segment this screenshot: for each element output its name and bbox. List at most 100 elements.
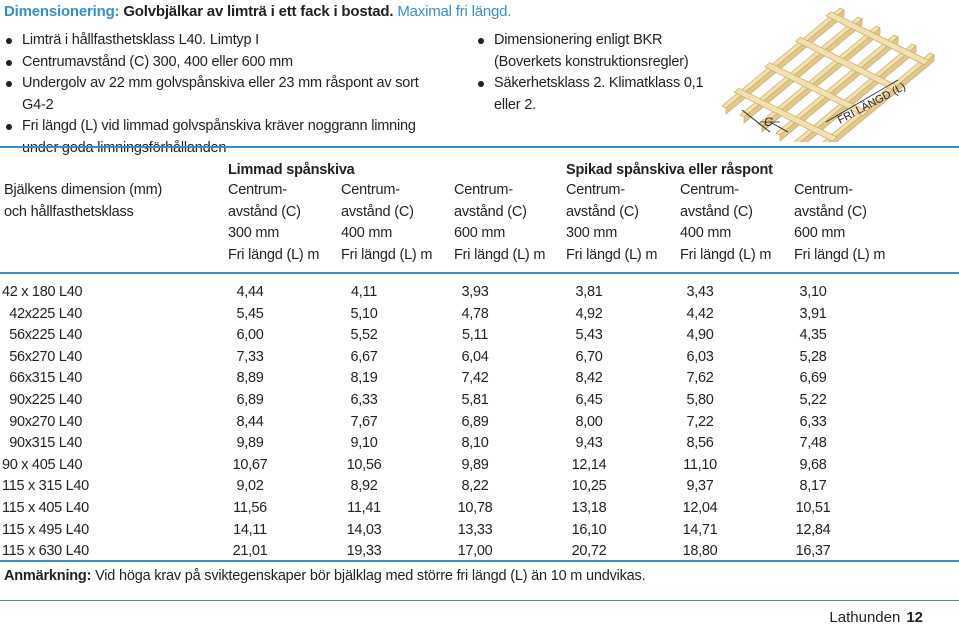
divider-table-header [0,272,959,274]
table-cell: 21,01 [232,543,268,560]
column-header-line: Centrum- [794,182,853,198]
batten [764,62,869,117]
column-header-line: 300 mm [566,225,618,241]
table-cell: 4,44 [236,284,264,300]
table-cell: 7,67 [350,413,378,430]
table-cell: 6,89 [461,413,489,430]
column-header-line: 600 mm [794,225,846,241]
dimension-c-mark: C [741,109,789,133]
label-c: C [764,115,773,129]
table-cell: 12,04 [682,500,718,516]
title-main: Golvbjälkar av limträ i ett fack i bosta… [123,3,394,20]
bullet-list-left: Limträ i hållfasthetsklass L40. Limtyp I… [4,30,444,159]
divider-table-bottom [0,560,959,562]
table-cell: 4,92 [575,305,603,322]
note-label: Anmärkning: [4,568,92,584]
row-label: 56x270 L40 [9,348,82,365]
table-cell: 8,89 [236,370,264,387]
table-cell: 10,25 [571,478,607,495]
table-cell: 8,42 [575,370,603,387]
table-cell: 16,37 [795,543,831,560]
row-header-label: Bjälkens dimension (mm) och hållfasthets… [4,182,163,220]
table-cell: 4,78 [461,305,489,322]
column-header-line: 300 mm [228,225,280,241]
column-header-line: avstånd (C) [228,203,301,220]
row-label: 56x225 L40 [9,327,82,344]
table-cell: 8,44 [236,413,264,430]
table-cell: 6,45 [575,392,603,408]
table-cell: 11,56 [233,500,267,516]
table-cell: 3,81 [575,284,603,300]
table-cell: 9,68 [799,456,827,473]
table-cell: 9,43 [575,435,603,452]
table-cell: 6,70 [575,348,603,365]
table-cell: 9,89 [236,435,264,452]
table-cell: 8,17 [799,478,827,495]
table-cell: 11,10 [683,456,717,473]
table-cell: 18,80 [682,543,718,560]
table-cell: 6,04 [461,348,489,365]
table-cell: 6,33 [799,413,827,430]
table-cell: 5,45 [236,305,264,322]
column-header: Centrum-avstånd (C) 400 mm Fri längd (L) m [341,180,432,266]
title-tail: Maximal fri längd. [397,3,512,20]
table-cell: 17,00 [457,543,493,560]
column-header-line: Fri längd (L) m [680,246,772,263]
column-header-line: 400 mm [341,225,393,241]
batten [825,11,930,66]
row-label: 115 x 495 L40 [2,521,89,538]
table-cell: 8,19 [350,370,378,387]
table-cell: 13,18 [571,500,607,516]
table-cell: 5,10 [350,305,378,322]
column-header: Centrum-avstånd (C) 300 mm Fri längd (L) m [566,180,657,266]
column-header-line: Fri längd (L) m [228,246,320,263]
batten [794,36,900,91]
column-header-line: avstånd (C) [680,203,753,220]
table-cell: 10,78 [457,500,493,516]
column-header-line: Fri längd (L) m [341,246,433,263]
table-cell: 9,10 [350,435,378,452]
row-label: 90x225 L40 [9,392,82,408]
table-cell: 5,11 [462,327,488,344]
table-cell: 19,33 [346,543,382,560]
column-header-line: Fri längd (L) m [454,246,546,263]
table-cell: 9,89 [461,456,489,473]
column-header-line: 400 mm [680,225,732,241]
table-cell: 10,67 [232,456,268,473]
table-cell: 8,00 [575,413,603,430]
table-cell: 5,28 [799,348,827,365]
table-cell: 13,33 [457,521,493,538]
column-header-line: Centrum- [680,182,739,198]
table-cell: 14,03 [346,521,382,538]
table-cell: 3,91 [799,305,827,322]
group-header-spikad: Spikad spånskiva eller råspont [566,162,773,178]
table-cell: 3,43 [686,284,714,300]
table-cell: 12,84 [795,521,831,538]
table-cell: 4,90 [686,327,714,344]
table-cell: 20,72 [571,543,607,560]
table-cell: 9,37 [686,478,714,495]
joist-illustration: C FRI LÄNGD (L) [721,7,935,142]
table-cell: 5,81 [461,392,489,408]
table-cell: 11,41 [347,500,381,516]
table-cell: 14,71 [682,521,718,538]
page-title: Dimensionering: Golvbjälkar av limträ i … [4,3,511,20]
table-cell: 5,22 [799,392,827,408]
batten [733,87,838,142]
bullet-list-right: Dimensionering enligt BKR (Boverkets kon… [476,30,706,116]
table-cell: 6,03 [686,348,714,365]
group-header-limmad: Limmad spånskiva [228,162,355,178]
bullet-item: Säkerhetsklass 2. Klimatklass 0,1 eller … [476,73,706,116]
row-label: 90x315 L40 [9,435,82,452]
row-label: 42x225 L40 [9,305,82,322]
divider-top [0,146,959,148]
row-label: 115 x 630 L40 [2,543,89,560]
row-label: 90x270 L40 [9,413,82,430]
table-cell: 7,42 [461,370,489,387]
table-cell: 8,10 [461,435,489,452]
table-cell: 5,43 [575,327,603,344]
column-header-line: avstånd (C) [341,203,414,220]
row-label: 90 x 405 L40 [2,456,83,473]
table-cell: 5,52 [350,327,378,344]
table-cell: 6,00 [236,327,264,344]
